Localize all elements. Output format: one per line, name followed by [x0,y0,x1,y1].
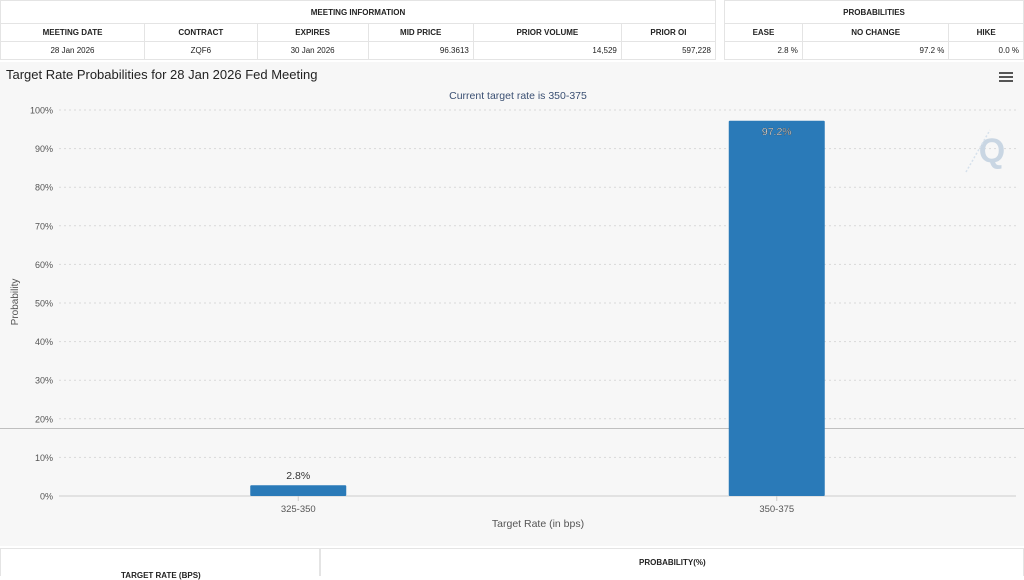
col-meeting-date: MEETING DATE [0,23,145,42]
data-label: 2.8% [286,470,310,482]
y-tick-label: 10% [35,453,53,463]
probabilities-table: PROBABILITIES EASE NO CHANGE HIKE 2.8 % … [724,0,1024,60]
probability-column: PROBABILITY(%) [320,548,1024,576]
meeting-information-header: MEETING INFORMATION [0,0,716,24]
table-row: 28 Jan 2026 ZQF6 30 Jan 2026 96.3613 14,… [0,41,717,60]
chart-title: Target Rate Probabilities for 28 Jan 202… [6,67,318,82]
col-hike: HIKE [948,23,1024,42]
no-change-value: 97.2 % [801,41,950,60]
ease-value: 2.8 % [724,41,803,60]
y-tick-label: 60% [35,260,53,270]
prior-oi-value: 597,228 [620,41,717,60]
x-axis-label: Target Rate (in bps) [492,518,584,530]
chart-subtitle: Current target rate is 350-375 [449,90,587,102]
y-tick-label: 90% [35,144,53,154]
col-prior-volume: PRIOR VOLUME [472,23,622,42]
probability-table: TARGET RATE (BPS) PROBABILITY(%) [0,548,1024,580]
table-row: 2.8 % 97.2 % 0.0 % [724,41,1024,60]
bar-350-375[interactable] [728,120,825,497]
y-tick-label: 30% [35,376,53,386]
target-rate-column: TARGET RATE (BPS) [0,548,320,580]
col-no-change: NO CHANGE [801,23,950,42]
meeting-information-table: MEETING INFORMATION MEETING DATE CONTRAC… [0,0,717,60]
probability-header: PROBABILITY(%) [639,558,706,567]
bar-chart: Current target rate is 350-375 Q 0% 10% 20… [0,90,1024,530]
y-tick-label: 100% [30,106,53,116]
expires-value: 30 Jan 2026 [256,41,369,60]
y-tick-label: 70% [35,221,53,231]
y-axis-label: Probability [10,279,21,326]
bar-325-350[interactable] [250,485,347,496]
y-tick-label: 40% [35,337,53,347]
data-label: 97.2% [762,126,792,138]
x-tick-label: 350-375 [759,504,794,515]
contract-value: ZQF6 [143,41,258,60]
col-expires: EXPIRES [256,23,369,42]
mid-price-value: 96.3613 [367,41,474,60]
meeting-date-value: 28 Jan 2026 [0,41,145,60]
quikstrike-logo-icon: Q [965,129,1005,173]
col-ease: EASE [724,23,803,42]
prior-volume-value: 14,529 [472,41,622,60]
probabilities-header: PROBABILITIES [724,0,1024,24]
col-mid-price: MID PRICE [367,23,474,42]
y-tick-label: 50% [35,299,53,309]
chart-panel: Target Rate Probabilities for 28 Jan 202… [0,62,1024,546]
svg-text:Q: Q [979,132,1005,170]
x-tick-label: 325-350 [281,504,316,515]
y-tick-label: 0% [40,492,53,502]
y-tick-label: 80% [35,183,53,193]
col-contract: CONTRACT [143,23,258,42]
col-prior-oi: PRIOR OI [620,23,717,42]
hamburger-menu-icon[interactable] [999,72,1013,83]
y-tick-label: 20% [35,414,53,424]
hike-value: 0.0 % [948,41,1024,60]
